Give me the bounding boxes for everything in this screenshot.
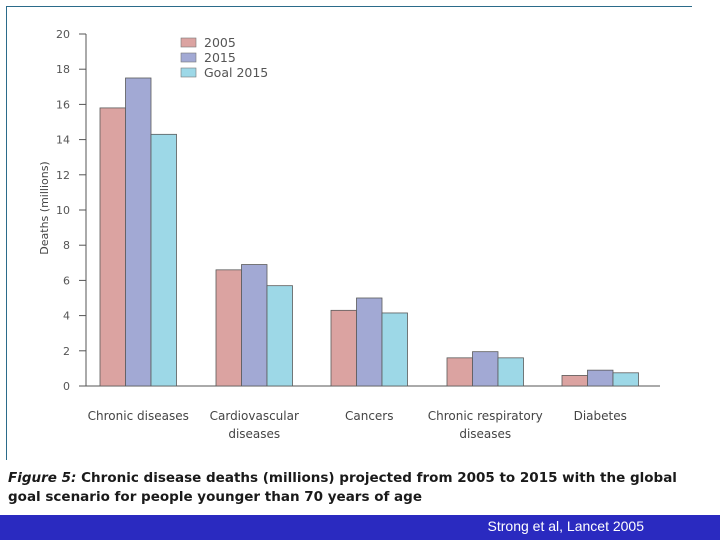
y-tick-label: 18 (56, 63, 70, 76)
category-label: Chronic respiratory (428, 409, 543, 423)
bar-2015 (472, 351, 499, 387)
bar-2005 (561, 375, 588, 387)
category-label: diseases (228, 427, 280, 441)
legend-swatch (180, 52, 197, 63)
y-tick-label: 4 (63, 310, 70, 323)
legend-label: 2005 (204, 35, 236, 50)
bar-group (99, 77, 639, 387)
legend-label: 2015 (204, 50, 236, 65)
category-label: Chronic diseases (88, 409, 189, 423)
caption-text: Chronic disease deaths (millions) projec… (8, 470, 677, 505)
category-label: diseases (459, 427, 511, 441)
bar-goal-2015 (150, 133, 177, 387)
y-tick-label: 10 (56, 204, 70, 217)
figure-caption: Figure 5: Chronic disease deaths (millio… (8, 469, 688, 507)
bar-2005 (446, 357, 473, 387)
category-label: Diabetes (574, 409, 627, 423)
y-tick-label: 20 (56, 28, 70, 41)
bar-2005 (330, 309, 357, 387)
y-tick-label: 8 (63, 239, 70, 252)
category-labels: Chronic diseases Cardiovascular diseases Ca… (88, 409, 627, 441)
citation-text: Strong et al, Lancet 2005 (487, 518, 644, 534)
footer-bar: Strong et al, Lancet 2005 (0, 515, 720, 540)
category-label: Cardiovascular (210, 409, 299, 423)
legend-swatch (180, 67, 197, 78)
category-label: Cancers (345, 409, 394, 423)
bar-2005 (215, 269, 242, 387)
y-tick-label: 16 (56, 98, 70, 111)
bar-2015 (125, 77, 152, 387)
figure-label: Figure 5: (8, 470, 77, 486)
bar-2005 (99, 107, 126, 387)
y-tick-label: 12 (56, 169, 70, 182)
y-tick-label: 0 (63, 380, 70, 393)
y-tick-label: 2 (63, 345, 70, 358)
y-tick-label: 6 (63, 274, 70, 287)
frame-left-line (6, 6, 7, 460)
bar-2015 (356, 297, 383, 387)
bar-chart: 0 2 4 6 8 10 12 14 16 18 20 Chronic diseases Cardio… (38, 28, 660, 441)
bar-goal-2015 (497, 357, 524, 387)
bar-goal-2015 (612, 372, 639, 387)
legend-swatch (180, 37, 197, 48)
frame-top-line (6, 6, 692, 7)
bar-goal-2015 (266, 285, 293, 387)
legend-label: Goal 2015 (204, 65, 268, 80)
bar-2015 (241, 264, 268, 387)
y-tick-label: 14 (56, 134, 70, 147)
bar-goal-2015 (381, 312, 408, 387)
bar-2015 (587, 369, 614, 387)
y-axis-title: Deaths (millions) (38, 161, 51, 254)
